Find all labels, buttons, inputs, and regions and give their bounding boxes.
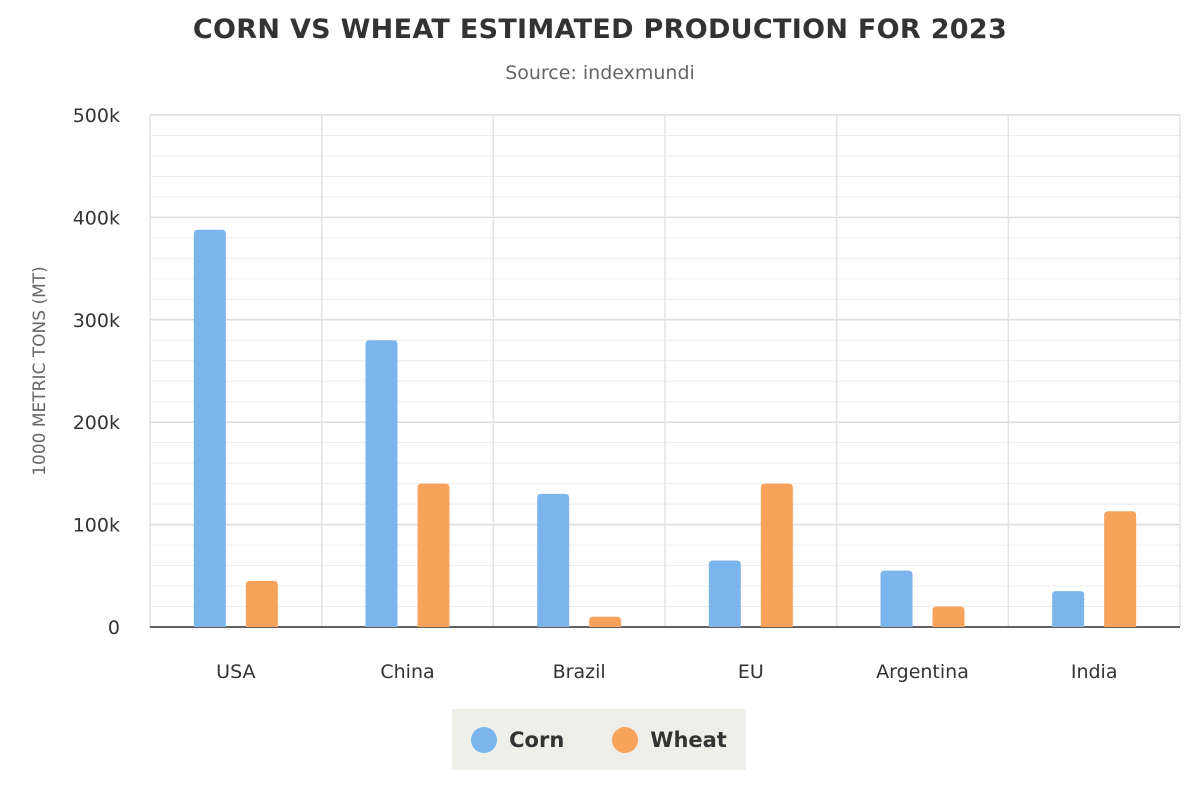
y-tick-label: 300k xyxy=(73,310,120,332)
legend-item-corn[interactable]: Corn xyxy=(471,726,565,753)
bar-wheat-usa[interactable] xyxy=(245,580,278,627)
legend-label-wheat: Wheat xyxy=(650,727,727,752)
y-axis-title: 1000 METRIC TONS (MT) xyxy=(30,266,50,476)
bar-corn-usa[interactable] xyxy=(193,229,226,628)
x-tick-label: Argentina xyxy=(876,661,969,683)
y-axis-ticks: 0 100k 200k 300k 400k 500k xyxy=(73,105,120,639)
bar-wheat-china[interactable] xyxy=(417,483,450,627)
legend: Corn Wheat xyxy=(452,709,746,770)
chart-title: CORN VS WHEAT ESTIMATED PRODUCTION FOR 2… xyxy=(192,14,1008,45)
x-tick-label: USA xyxy=(216,661,255,683)
legend-item-wheat[interactable]: Wheat xyxy=(612,726,727,753)
bar-corn-brazil[interactable] xyxy=(537,493,570,627)
bar-wheat-argentina[interactable] xyxy=(932,606,965,627)
bar-wheat-brazil[interactable] xyxy=(589,616,622,627)
bar-wheat-eu[interactable] xyxy=(760,483,793,627)
bar-corn-eu[interactable] xyxy=(708,560,741,627)
y-tick-label: 200k xyxy=(73,412,120,434)
bar-corn-india[interactable] xyxy=(1052,591,1085,627)
legend-swatch-corn xyxy=(471,726,498,753)
bar-corn-china[interactable] xyxy=(365,340,398,627)
bars xyxy=(193,229,1137,628)
y-tick-label: 0 xyxy=(108,617,120,639)
x-tick-label: India xyxy=(1071,661,1118,683)
y-tick-label: 400k xyxy=(73,207,120,229)
x-axis-ticks: USA China Brazil EU Argentina India xyxy=(216,661,1117,683)
x-tick-label: China xyxy=(380,661,434,683)
x-tick-label: EU xyxy=(738,661,764,683)
bar-corn-argentina[interactable] xyxy=(880,570,913,627)
y-tick-label: 500k xyxy=(73,105,120,127)
x-tick-label: Brazil xyxy=(553,661,606,683)
bar-wheat-india[interactable] xyxy=(1104,511,1137,627)
grid xyxy=(149,114,1181,628)
chart-subtitle: Source: indexmundi xyxy=(505,62,695,84)
y-tick-label: 100k xyxy=(73,515,120,537)
legend-label-corn: Corn xyxy=(509,727,565,752)
legend-swatch-wheat xyxy=(612,726,639,753)
chart-plot: 0 100k 200k 300k 400k 500k USA China Brazil EU Ar… xyxy=(30,105,1181,683)
